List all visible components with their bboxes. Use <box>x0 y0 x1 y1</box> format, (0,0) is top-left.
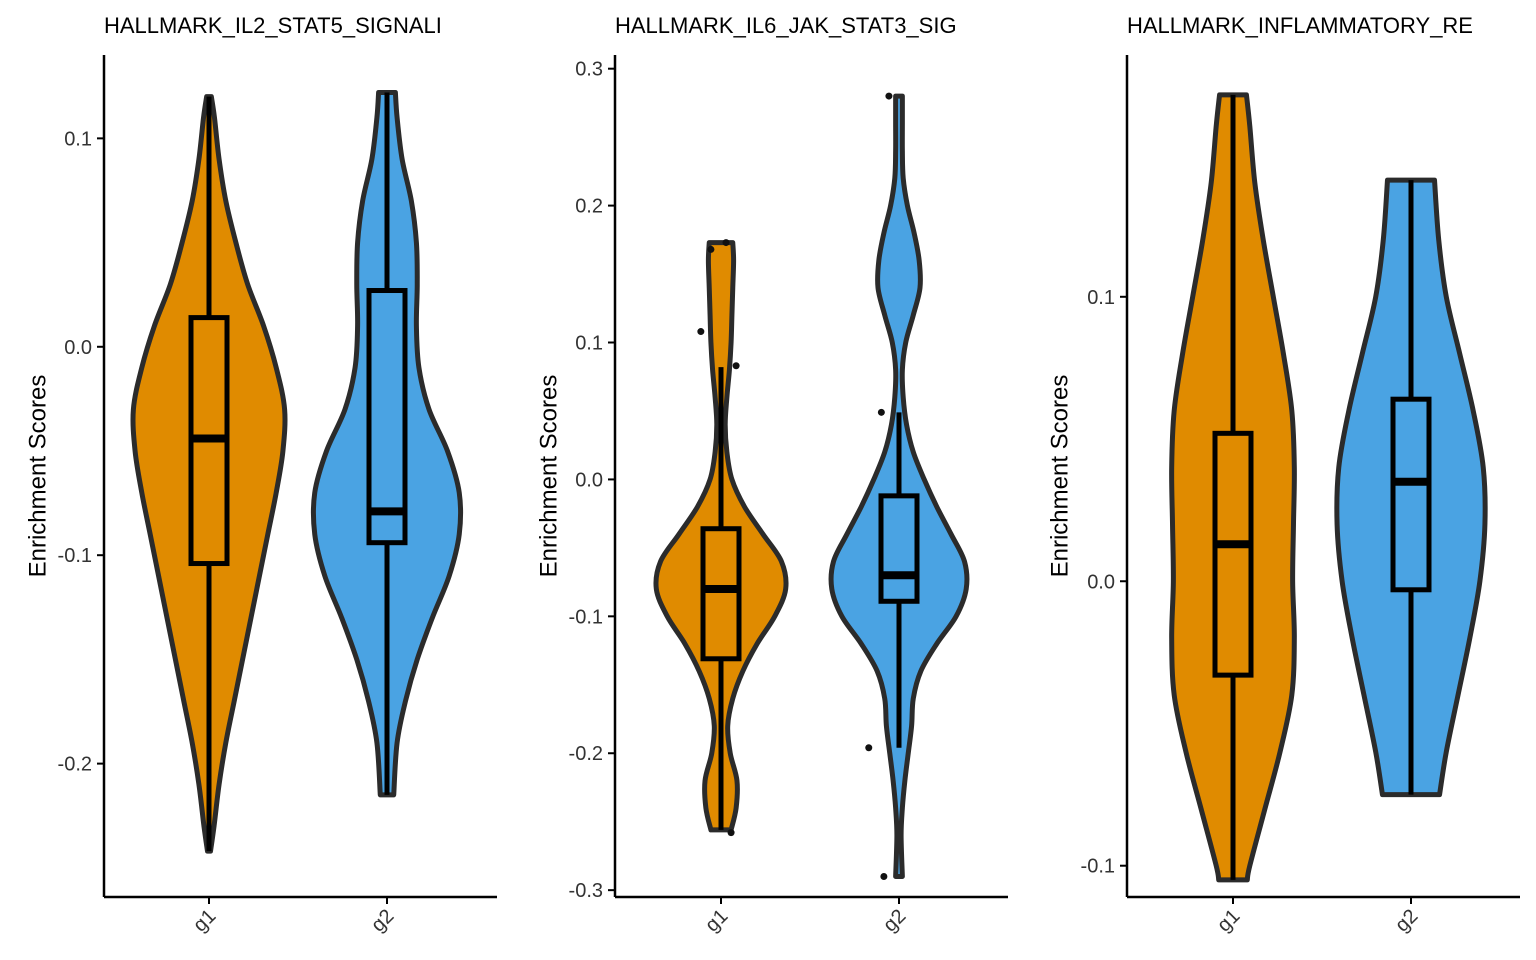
panel-title: HALLMARK_INFLAMMATORY_RE <box>1127 13 1473 38</box>
y-tick-label: -0.2 <box>58 754 92 776</box>
y-tick-label: 0.0 <box>1087 571 1115 593</box>
box-g2 <box>878 493 920 604</box>
y-tick-label: -0.1 <box>569 606 603 628</box>
outlier-point <box>722 239 730 247</box>
outlier-point <box>885 92 893 100</box>
x-tick-label: g1 <box>189 905 220 936</box>
x-tick-label: g2 <box>1391 905 1422 936</box>
y-tick-label: 0.0 <box>575 469 603 491</box>
x-tick-label: g1 <box>701 905 732 936</box>
y-tick-label: 0.1 <box>1087 287 1115 309</box>
violin-group-g2 <box>1334 177 1488 798</box>
outlier-point <box>707 245 715 253</box>
panel-title: HALLMARK_IL6_JAK_STAT3_SIG <box>615 13 957 38</box>
panel-title: HALLMARK_IL2_STAT5_SIGNALI <box>104 13 442 38</box>
outlier-point <box>697 328 705 336</box>
box-g1 <box>700 526 742 662</box>
y-tick-label: -0.1 <box>58 545 92 567</box>
y-tick-label: 0.1 <box>575 333 603 355</box>
outlier-point <box>877 408 885 416</box>
y-tick-label: 0.0 <box>64 337 92 359</box>
y-tick-label: -0.1 <box>1081 856 1115 878</box>
y-tick-label: -0.3 <box>569 880 603 902</box>
violin-group-g1 <box>130 94 288 854</box>
panel-1: HALLMARK_IL2_STAT5_SIGNALI Enrichment Sco… <box>25 13 497 936</box>
y-tick-label: 0.3 <box>575 59 603 81</box>
panel-3: HALLMARK_INFLAMMATORY_RE Enrichment Score… <box>1047 13 1520 936</box>
box-g1 <box>1212 430 1254 678</box>
outlier-point <box>727 829 735 837</box>
x-tick-label: g1 <box>1213 905 1244 936</box>
box-g2 <box>366 288 408 546</box>
panel-2: HALLMARK_IL6_JAK_STAT3_SIG Enrichment Sco… <box>536 13 1008 936</box>
outlier-point <box>865 744 873 752</box>
y-axis-label: Enrichment Scores <box>1047 375 1074 578</box>
outlier-point <box>880 872 888 880</box>
x-tick-label: g2 <box>879 905 910 936</box>
x-tick-label: g2 <box>367 905 398 936</box>
violin-group-g2 <box>828 92 970 880</box>
y-tick-label: -0.2 <box>569 743 603 765</box>
violin-group-g2 <box>310 90 464 798</box>
box-g2 <box>1390 396 1432 593</box>
violin-group-g1 <box>653 239 789 837</box>
outlier-point <box>732 362 740 370</box>
y-axis-label: Enrichment Scores <box>536 375 563 578</box>
violin-group-g1 <box>1169 92 1297 883</box>
y-tick-label: 0.1 <box>64 128 92 150</box>
y-axis-label: Enrichment Scores <box>25 375 52 578</box>
y-tick-label: 0.2 <box>575 196 603 218</box>
